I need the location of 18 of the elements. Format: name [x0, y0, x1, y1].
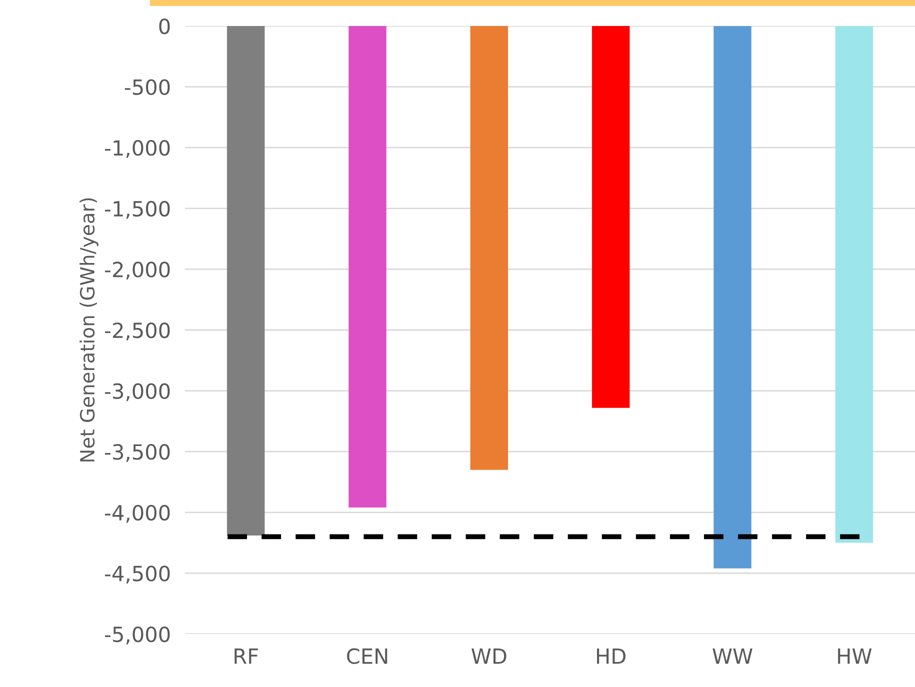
- y-tick-label: 0: [159, 18, 170, 34]
- y-tick-label: -4,500: [104, 566, 170, 584]
- y-tick-label: -4,000: [104, 504, 170, 523]
- y-tick-label: -3,000: [104, 383, 170, 402]
- x-tick-label: WW: [712, 648, 752, 664]
- y-tick-label: -3,500: [104, 444, 170, 462]
- x-tick-label: RF: [234, 648, 258, 664]
- y-tick-label: -5,000: [104, 626, 170, 644]
- y-tick-label: -1,500: [104, 200, 170, 219]
- y-tick-label: -1,000: [104, 140, 170, 158]
- x-tick-label: HD: [597, 648, 626, 664]
- x-tick-label: WD: [472, 648, 506, 664]
- y-tick-label: -2,500: [104, 322, 170, 340]
- y-tick-label: -500: [124, 79, 170, 96]
- x-tick-label: HW: [838, 648, 872, 664]
- x-tick-label: CEN: [347, 648, 388, 664]
- y-axis-title: Net Generation (GWh/year): [80, 198, 98, 462]
- y-tick-label: -2,000: [104, 262, 170, 280]
